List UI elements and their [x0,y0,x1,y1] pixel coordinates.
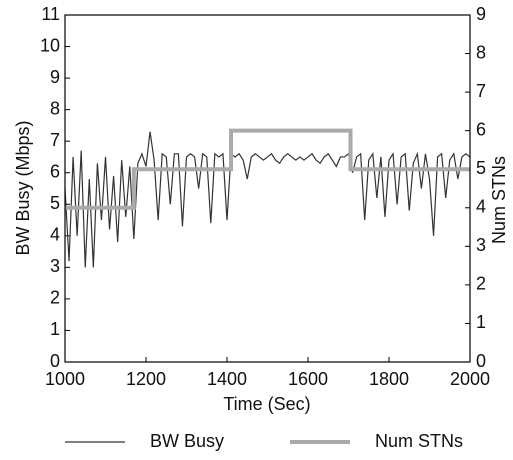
y-tick-label: 11 [41,4,60,24]
x-tick-label: 2000 [450,369,490,389]
y2-tick-label: 9 [476,4,486,24]
y-tick-label: 5 [50,193,60,213]
y2-tick-label: 6 [476,119,486,139]
y-tick-label: 3 [50,256,60,276]
y2-tick-label: 2 [476,274,486,294]
x-tick-label: 1600 [288,369,328,389]
x-tick-label: 1800 [369,369,409,389]
y2-tick-label: 3 [476,235,486,255]
y2-tick-label: 0 [476,351,486,371]
y2-tick-label: 8 [476,42,486,62]
y-tick-label: 7 [50,130,60,150]
x-tick-label: 1200 [126,369,166,389]
y-axis-label: BW Busy (Mbps) [13,120,33,255]
y2-axis-label: Num STNs [489,156,509,244]
y-tick-label: 2 [50,288,60,308]
series-line [65,128,470,210]
y-tick-label: 1 [50,319,60,339]
plot-frame [64,14,471,363]
series-line [64,131,471,268]
y2-tick-label: 1 [476,312,486,332]
y2-tick-label: 4 [476,197,486,217]
y-tick-label: 10 [40,35,60,55]
x-tick-label: 1400 [207,369,247,389]
y2-tick-label: 7 [476,81,486,101]
legend-label: BW Busy [150,431,224,451]
y-tick-label: 4 [50,225,60,245]
y2-tick-label: 5 [476,158,486,178]
x-axis-label: Time (Sec) [223,394,310,414]
y-tick-label: 0 [50,351,60,371]
y-tick-label: 6 [50,161,60,181]
y-tick-label: 9 [50,67,60,87]
legend-label: Num STNs [375,431,463,451]
y-tick-label: 8 [50,98,60,118]
x-tick-label: 1000 [45,369,85,389]
